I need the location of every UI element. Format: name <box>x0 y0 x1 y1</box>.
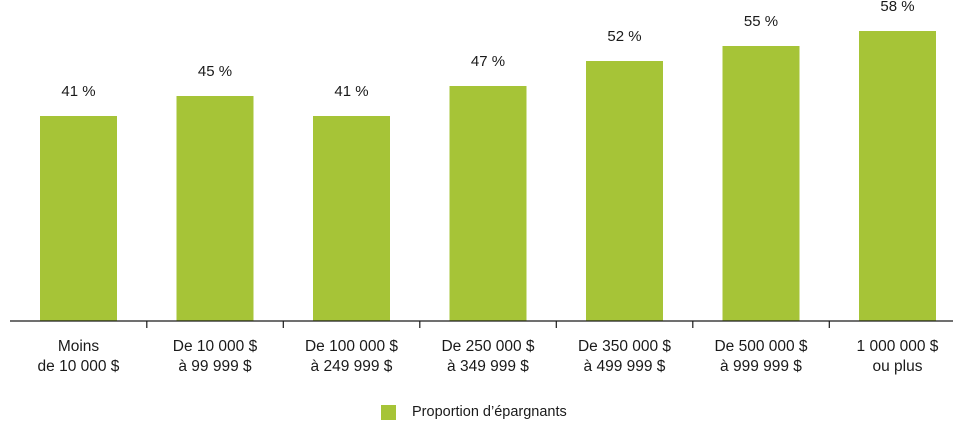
data-label: 47 % <box>471 53 505 70</box>
data-label: 41 % <box>61 83 95 100</box>
bar <box>859 31 936 321</box>
tick-label: Moins de 10 000 $ <box>38 338 120 375</box>
bar <box>176 96 254 321</box>
bar-chart: 41 % Moins de 10 000 $ 45 % De 10 000 $ à 99 … <box>10 0 953 375</box>
tick-label: De 100 000 $ à 249 999 $ <box>305 338 398 375</box>
bar <box>40 116 117 321</box>
tick-label: De 500 000 $ à 999 999 $ <box>714 338 807 375</box>
legend-label: Proportion d’épargnants <box>412 404 567 420</box>
tick-label: De 250 000 $ à 349 999 $ <box>441 338 534 375</box>
data-label: 58 % <box>880 0 914 15</box>
bar <box>313 116 390 321</box>
data-label: 55 % <box>744 13 778 30</box>
bar <box>586 61 663 321</box>
bar <box>722 46 800 321</box>
data-label: 45 % <box>198 63 232 80</box>
tick-label: De 10 000 $ à 99 999 $ <box>173 338 258 375</box>
tick-label: De 350 000 $ à 499 999 $ <box>578 338 671 375</box>
bar <box>449 86 527 321</box>
legend: Proportion d’épargnants <box>381 404 567 420</box>
legend-swatch <box>381 404 396 420</box>
tick-label: 1 000 000 $ ou plus <box>857 338 939 375</box>
data-label: 41 % <box>334 83 368 100</box>
data-label: 52 % <box>607 28 641 45</box>
